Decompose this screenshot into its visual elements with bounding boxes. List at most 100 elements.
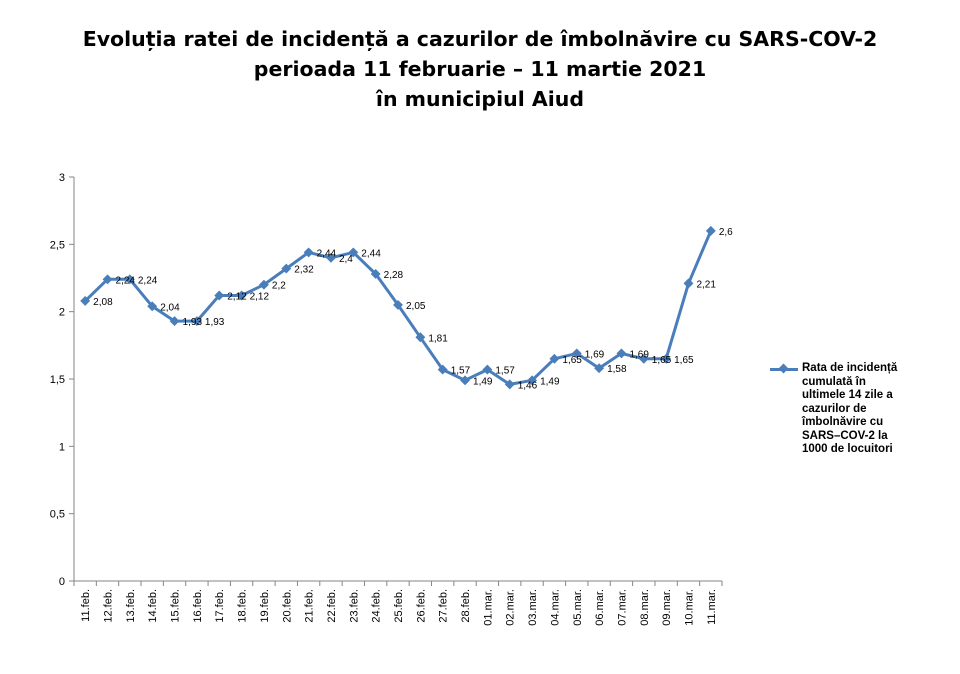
x-tick-label: 26.feb. xyxy=(415,589,427,623)
data-point-marker xyxy=(370,269,381,279)
data-label: 2,2 xyxy=(272,281,286,292)
data-point-marker xyxy=(437,364,448,375)
x-tick-label: 18.feb. xyxy=(237,589,249,623)
x-tick-label: 21.feb. xyxy=(304,589,316,623)
data-point-marker xyxy=(258,279,269,290)
x-tick-label: 23.feb. xyxy=(348,589,360,623)
data-point-marker xyxy=(415,332,426,343)
data-point-marker xyxy=(169,316,180,327)
x-tick-label: 19.feb. xyxy=(259,589,271,623)
x-tick-label: 10.mar. xyxy=(683,589,695,626)
y-tick-label: 1 xyxy=(59,441,65,453)
x-tick-label: 25.feb. xyxy=(393,589,405,623)
chart-title-line-1: Evoluția ratei de incidență a cazurilor … xyxy=(82,27,878,51)
chart-title-line-3: în municipiul Aiud xyxy=(375,87,585,111)
x-tick-label: 15.feb. xyxy=(170,589,182,623)
y-tick-label: 0 xyxy=(59,576,65,588)
data-point-marker xyxy=(594,363,605,374)
x-tick-label: 13.feb. xyxy=(125,589,137,623)
data-label: 1,65 xyxy=(674,355,694,366)
data-label: 1,57 xyxy=(495,366,515,377)
data-point-marker xyxy=(571,348,582,359)
x-tick-label: 22.feb. xyxy=(326,589,338,623)
y-tick-label: 2 xyxy=(59,307,65,319)
data-point-marker xyxy=(460,375,470,386)
data-label: 1,46 xyxy=(518,380,538,391)
data-point-marker xyxy=(303,247,314,258)
data-label: 2,44 xyxy=(317,248,337,259)
data-labels: 2,082,24 2,242,041,93 1,932,12 2,122,22,322… xyxy=(93,227,733,392)
data-label: 2,6 xyxy=(719,227,733,238)
chart-title-line-2: perioada 11 februarie – 11 martie 2021 xyxy=(253,57,707,81)
data-label: 1,49 xyxy=(473,376,493,387)
data-point-marker xyxy=(348,247,359,258)
data-label: 1,49 xyxy=(540,376,560,387)
legend-swatch-icon xyxy=(770,362,798,376)
data-point-marker xyxy=(616,348,627,359)
data-label: 2,12 xyxy=(227,292,247,303)
x-tick-label: 07.mar. xyxy=(616,589,628,626)
legend-label: Rata de incidență cumulată în ultimele 1… xyxy=(802,362,898,455)
x-tick-label: 06.mar. xyxy=(594,589,606,626)
x-tick-label: 20.feb. xyxy=(281,589,293,623)
x-tick-label: 16.feb. xyxy=(192,589,204,623)
data-point-marker xyxy=(549,353,560,364)
data-point-marker xyxy=(326,252,336,263)
x-tick-label: 28.feb. xyxy=(460,589,472,623)
data-point-marker xyxy=(191,316,202,327)
x-axis-ticks: 11.feb. 12.feb. 13.feb. 14.feb. 15.feb. 16.fe… xyxy=(73,581,723,626)
data-point-marker xyxy=(661,353,672,364)
data-point-marker xyxy=(281,263,292,274)
data-point-marker xyxy=(683,278,694,289)
data-point-marker xyxy=(124,274,135,285)
data-label: 2,05 xyxy=(406,301,426,312)
data-label: 1,65 xyxy=(562,355,582,366)
data-label: 2,4 xyxy=(339,254,353,265)
x-tick-label: 14.feb. xyxy=(147,589,159,623)
data-point-marker xyxy=(638,353,649,364)
data-label: 2,21 xyxy=(696,279,716,290)
data-label: 2,24 xyxy=(138,275,158,286)
data-point-marker xyxy=(482,364,493,375)
x-tick-label: 05.mar. xyxy=(572,589,584,626)
data-label: 2,04 xyxy=(160,302,180,313)
y-axis-ticks: 0 0,5 1 1,5 2 2,5 3 xyxy=(50,172,74,588)
x-tick-label: 27.feb. xyxy=(438,589,450,623)
data-label: 2,24 xyxy=(116,275,136,286)
x-tick-label: 04.mar. xyxy=(549,589,561,626)
y-tick-label: 2,5 xyxy=(50,239,65,251)
legend: Rata de incidență cumulată în ultimele 1… xyxy=(770,362,910,457)
data-label: 1,93 xyxy=(183,317,203,328)
data-label: 1,57 xyxy=(451,366,471,377)
data-point-marker xyxy=(147,301,158,312)
x-tick-label: 11.mar. xyxy=(706,589,718,625)
data-label: 1,69 xyxy=(629,349,649,360)
chart-title: Evoluția ratei de incidență a cazurilor … xyxy=(0,24,960,114)
data-label: 2,08 xyxy=(93,297,113,308)
data-point-marker xyxy=(393,299,403,310)
x-tick-label: 11.feb. xyxy=(80,589,92,622)
data-label: 2,44 xyxy=(361,248,381,259)
x-tick-label: 03.mar. xyxy=(527,589,539,626)
data-point-marker xyxy=(705,225,716,236)
data-label: 2,12 xyxy=(250,292,270,303)
x-tick-label: 09.mar. xyxy=(661,589,673,626)
data-point-marker xyxy=(214,290,225,301)
data-label: 2,32 xyxy=(294,265,314,276)
x-tick-label: 24.feb. xyxy=(371,589,383,623)
x-tick-label: 17.feb. xyxy=(214,589,226,623)
data-point-marker xyxy=(527,375,538,386)
y-tick-label: 0,5 xyxy=(50,509,65,521)
x-tick-label: 01.mar. xyxy=(482,589,494,626)
data-label: 1,65 xyxy=(652,355,672,366)
y-tick-label: 1,5 xyxy=(50,374,65,386)
data-label: 1,81 xyxy=(428,333,448,344)
y-tick-label: 3 xyxy=(59,172,65,184)
data-label: 1,69 xyxy=(585,349,605,360)
x-tick-label: 12.feb. xyxy=(103,589,115,623)
x-tick-label: 02.mar. xyxy=(505,589,517,626)
data-point-marker xyxy=(236,290,247,301)
axes xyxy=(73,177,722,582)
x-tick-label: 08.mar. xyxy=(639,589,651,626)
